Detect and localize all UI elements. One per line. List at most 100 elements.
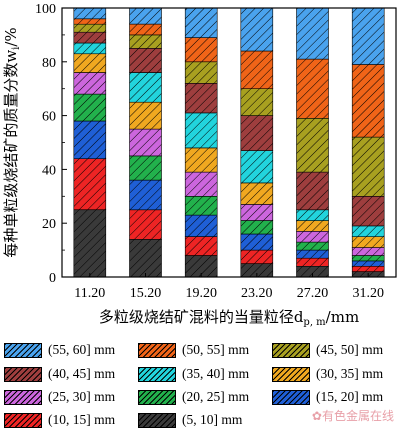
legend-item: (55, 60] mm: [4, 340, 115, 360]
legend-item: (35, 40] mm: [138, 364, 249, 384]
legend-swatch: [272, 389, 310, 405]
x-tick-label: 27.20: [297, 286, 329, 301]
x-tick-label: 23.20: [241, 286, 273, 301]
bar-segment: [351, 236, 385, 248]
bar-segment: [73, 93, 107, 122]
legend-item: (50, 55] mm: [138, 340, 249, 360]
legend-label: (15, 20] mm: [316, 389, 384, 404]
bar-segment: [73, 53, 107, 73]
legend-swatch: [138, 412, 176, 428]
bar-segment: [351, 196, 385, 227]
bar-segment: [351, 7, 385, 65]
legend-swatch: [272, 366, 310, 382]
bar-segment: [351, 64, 385, 138]
bar-segment: [73, 18, 107, 25]
bar-segment: [129, 101, 162, 130]
bar-segment: [129, 209, 162, 240]
bar-segment: [296, 257, 329, 267]
bar-segment: [240, 182, 274, 205]
bar-segment: [73, 31, 107, 44]
bar-segment: [129, 34, 162, 49]
bar-segment: [129, 23, 162, 36]
bar-segment: [184, 37, 218, 63]
legend-item: (10, 15] mm: [4, 410, 115, 430]
bar-segment: [240, 249, 274, 264]
y-tick-label: 100: [35, 2, 56, 17]
y-tick-label: 20: [42, 217, 56, 232]
bar-segment: [184, 236, 218, 256]
x-tick-label: 19.20: [185, 286, 217, 301]
bar-segment: [184, 7, 218, 38]
legend-item: (5, 10] mm: [138, 410, 242, 430]
bar-segment: [73, 120, 107, 160]
legend-swatch: [138, 366, 176, 382]
legend-label: (10, 15] mm: [48, 412, 116, 427]
legend-label: (40, 45] mm: [48, 366, 116, 381]
watermark-flower-icon: ✿: [311, 409, 322, 423]
bar-segment: [351, 247, 385, 256]
legend-swatch: [272, 342, 310, 358]
bar-segment: [240, 150, 274, 184]
bar-segment: [240, 204, 274, 221]
bar-segment: [129, 155, 162, 181]
bar-segment: [240, 233, 274, 251]
x-axis-label: 多粒级烧结矿混料的当量粒径dp, m/mm: [99, 308, 359, 328]
bar-segment: [240, 220, 274, 235]
legend-label: (45, 50] mm: [316, 342, 384, 357]
bar-segment: [351, 265, 385, 272]
legend-item: (25, 30] mm: [4, 387, 115, 407]
bar-segment: [296, 249, 329, 259]
x-tick-label: 31.20: [352, 286, 384, 301]
bar-segment: [351, 255, 385, 262]
bar-segment: [184, 214, 218, 237]
bar-segment: [296, 220, 329, 232]
plot-frame: [61, 7, 397, 278]
bar-segment: [184, 171, 218, 197]
legend-item: (30, 35] mm: [272, 364, 383, 384]
bar-segment: [351, 136, 385, 197]
bar-segment: [184, 147, 218, 173]
bar-segment: [296, 118, 329, 173]
legend-item: (40, 45] mm: [4, 364, 115, 384]
legend-label: (5, 10] mm: [182, 412, 243, 427]
legend-swatch: [138, 342, 176, 358]
bar-segment: [73, 72, 107, 95]
bar-segment: [240, 50, 274, 90]
bar-segment: [351, 260, 385, 267]
legend-item: (45, 50] mm: [272, 340, 383, 360]
bar-segment: [73, 209, 107, 278]
stacked-bar-chart: 11.20 15.20 19.20 23.20 27.20 31.20 0 20 40 60 80 1…: [2, 2, 397, 328]
bar-segment: [240, 7, 274, 52]
bar-segment: [129, 128, 162, 157]
legend-label: (30, 35] mm: [316, 366, 384, 381]
legend-swatch: [4, 342, 42, 358]
legend-swatch: [4, 412, 42, 428]
plot-area: 11.20 15.20 19.20 23.20 27.20 31.20 0 20 40 60 80 1…: [2, 2, 397, 328]
bar-segment: [184, 112, 218, 149]
bar-segment: [296, 58, 329, 119]
legend-label: (35, 40] mm: [182, 366, 250, 381]
legend-swatch: [4, 389, 42, 405]
legend-swatch: [4, 366, 42, 382]
x-tick-label: 11.20: [74, 286, 105, 301]
bar-segment: [184, 83, 218, 114]
legend-swatch: [138, 389, 176, 405]
bar-segment: [296, 241, 329, 251]
chart-legend: (55, 60] mm (50, 55] mm (45, 50] mm (40, 45…: [0, 336, 400, 428]
bar-segment: [129, 7, 162, 25]
bar-segment: [296, 231, 329, 243]
y-tick-label: 60: [42, 110, 56, 125]
bar-segment: [184, 196, 218, 216]
bar-segment: [73, 7, 107, 20]
watermark: ✿有色金属在线: [312, 407, 394, 424]
bar-segment: [129, 179, 162, 211]
bar-segment: [129, 239, 162, 278]
legend-item: (15, 20] mm: [272, 387, 383, 407]
legend-label: (25, 30] mm: [48, 389, 116, 404]
y-axis-label: 每种单粒级烧结矿的质量分数wi/%: [2, 27, 22, 257]
legend-label: (20, 25] mm: [182, 389, 250, 404]
y-tick-label: 80: [42, 56, 56, 71]
bar-segment: [73, 23, 107, 33]
watermark-text: 有色金属在线: [321, 409, 394, 423]
y-tick-label: 0: [49, 271, 56, 286]
